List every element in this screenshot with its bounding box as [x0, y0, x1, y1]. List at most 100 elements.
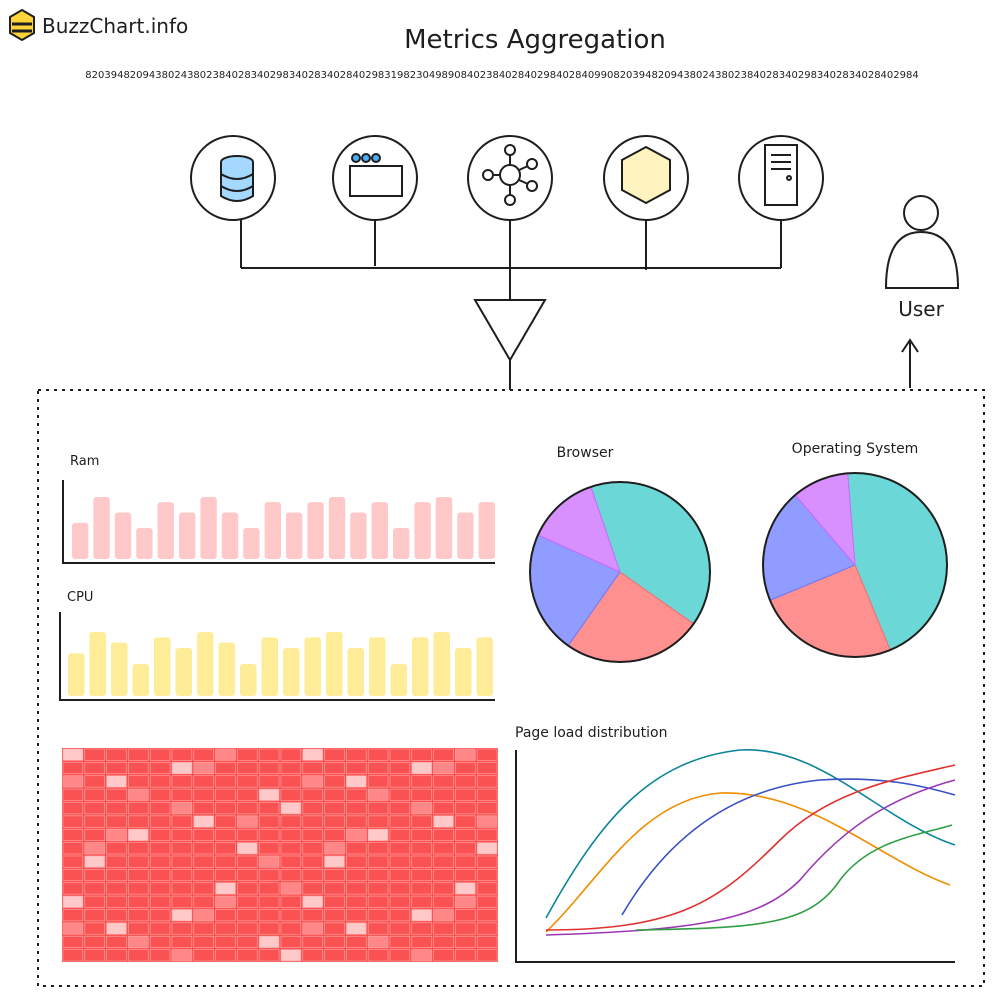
heat-cell [106, 828, 127, 841]
heat-cell [106, 882, 127, 895]
heat-cell [128, 869, 149, 882]
heat-cell [84, 815, 105, 828]
heat-cell [237, 762, 258, 775]
bar [369, 637, 386, 696]
heat-cell [62, 828, 84, 841]
heat-cell [411, 895, 432, 908]
bar [371, 502, 388, 559]
heat-cell [237, 775, 258, 788]
heat-cell [324, 882, 345, 895]
heat-cell [128, 828, 149, 841]
heat-cell [433, 949, 454, 962]
heat-cell [302, 775, 323, 788]
heat-cell [411, 949, 432, 962]
heat-cell [280, 909, 302, 922]
heat-cell [128, 895, 149, 908]
heat-cell [389, 855, 411, 868]
heat-cell [106, 788, 127, 801]
bar [221, 512, 239, 559]
heat-cell [476, 762, 498, 775]
bar [218, 642, 235, 696]
browser-title: Browser [557, 445, 614, 461]
pie-outline [529, 481, 711, 663]
heat-cell [171, 815, 193, 828]
heat-cell [280, 842, 302, 855]
heat-cell [411, 775, 432, 788]
heat-cell [324, 815, 345, 828]
bar [136, 528, 153, 559]
heat-cell [324, 855, 345, 868]
heat-cell [476, 802, 498, 815]
heat-cell [433, 828, 454, 841]
heat-cell [433, 762, 454, 775]
heat-cell [128, 815, 149, 828]
dashboard-box [37, 389, 985, 987]
heat-cell [346, 855, 367, 868]
heat-cell [193, 788, 214, 801]
heat-cell [367, 922, 389, 935]
bar [243, 528, 260, 559]
heat-cell [258, 802, 280, 815]
heat-cell [128, 842, 149, 855]
heat-cell [84, 882, 105, 895]
heat-cell [346, 895, 367, 908]
heat-cell [215, 922, 236, 935]
heat-cell [389, 828, 411, 841]
heat-cell [367, 775, 389, 788]
heat-cell [258, 909, 280, 922]
heat-cell [149, 815, 171, 828]
bar [435, 497, 453, 559]
heat-cell [433, 855, 454, 868]
heat-cell [62, 842, 84, 855]
heat-cell [302, 748, 323, 761]
heat-cell [433, 842, 454, 855]
heat-cell [302, 909, 323, 922]
os-pie [762, 472, 948, 658]
heat-cell [62, 855, 84, 868]
heat-cell [193, 842, 214, 855]
heat-cell [346, 909, 367, 922]
heat-cell [389, 775, 411, 788]
heat-cell [455, 748, 476, 761]
heat-cell [476, 895, 498, 908]
heat-cell [149, 788, 171, 801]
heat-cell [237, 828, 258, 841]
heat-cell [215, 815, 236, 828]
heat-cell [215, 788, 236, 801]
heat-cell [280, 788, 302, 801]
heat-cell [149, 802, 171, 815]
heat-cell [367, 909, 389, 922]
heat-cell [258, 842, 280, 855]
bar [197, 632, 214, 696]
heat-cell [476, 949, 498, 962]
bar [393, 528, 410, 559]
heat-cell [84, 935, 105, 948]
heat-cell [367, 788, 389, 801]
heat-cell [193, 775, 214, 788]
heat-cell [433, 815, 454, 828]
heat-cell [62, 815, 84, 828]
heat-cell [411, 828, 432, 841]
heat-cell [171, 748, 193, 761]
heat-cell [476, 788, 498, 801]
heat-cell [193, 748, 214, 761]
heat-cell [324, 762, 345, 775]
heat-cell [193, 869, 214, 882]
heat-cell [149, 762, 171, 775]
heat-cell [324, 775, 345, 788]
heat-cell [476, 775, 498, 788]
bar [347, 648, 364, 696]
heat-cell [171, 775, 193, 788]
heat-cell [476, 748, 498, 761]
heat-cell [367, 855, 389, 868]
heat-cell [411, 935, 432, 948]
heat-cell [149, 935, 171, 948]
heat-cell [346, 802, 367, 815]
heat-cell [149, 949, 171, 962]
heat-cell [324, 748, 345, 761]
bar [89, 632, 106, 696]
heat-cell [411, 762, 432, 775]
heat-cell [411, 788, 432, 801]
heat-cell [84, 855, 105, 868]
heat-cell [455, 882, 476, 895]
